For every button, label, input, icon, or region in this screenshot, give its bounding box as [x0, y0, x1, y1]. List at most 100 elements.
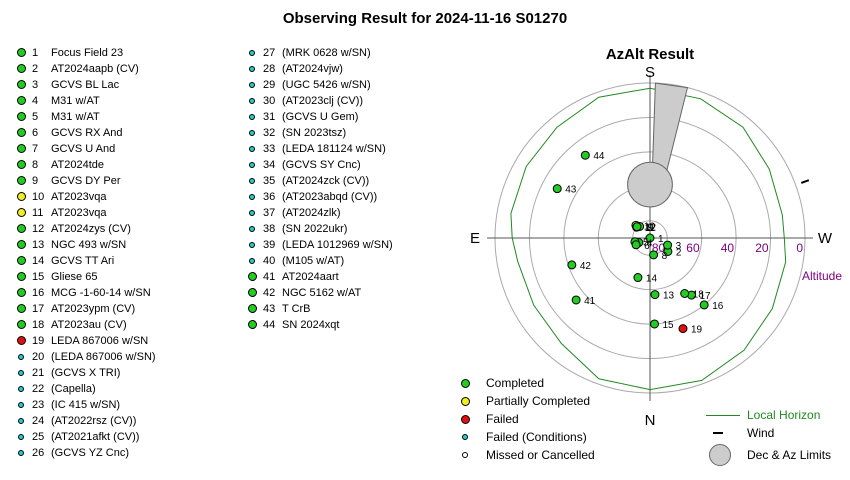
target-number: 13 — [32, 239, 45, 251]
status-dot-icon — [17, 80, 26, 89]
status-dot-icon — [18, 434, 24, 440]
target-name: AT2024tde — [51, 159, 105, 171]
status-dot-icon — [249, 178, 255, 184]
target-name: GCVS U And — [51, 143, 116, 155]
target-point — [632, 222, 642, 232]
legend-dot-icon — [462, 452, 468, 458]
altitude-tick-label: 60 — [686, 241, 700, 255]
target-number: 39 — [263, 239, 276, 251]
target-name: (AT2023abqd (CV)) — [282, 191, 378, 203]
target-row: 15 Gliese 65 — [17, 269, 247, 285]
target-row: 12 AT2024zys (CV) — [17, 221, 247, 237]
target-name: NGC 5162 w/AT — [282, 287, 362, 299]
target-number: 2 — [32, 63, 39, 75]
target-point-label: 12 — [645, 223, 657, 234]
target-point-label: 41 — [584, 296, 596, 307]
target-name: AT2024aapb (CV) — [51, 63, 139, 75]
legend-row: Partially Completed — [461, 392, 681, 410]
status-dot-icon — [17, 224, 26, 233]
target-number: 26 — [32, 447, 45, 459]
target-row: 6 GCVS RX And — [17, 125, 247, 141]
target-number: 31 — [263, 111, 276, 123]
status-dot-icon — [17, 96, 26, 105]
target-point-label: 9 — [648, 222, 654, 233]
target-name: MCG -1-60-14 w/SN — [51, 287, 151, 299]
status-dot-icon — [17, 320, 26, 329]
target-number: 30 — [263, 95, 276, 107]
legend-label: Failed — [486, 412, 519, 426]
target-number: 20 — [32, 351, 45, 363]
target-number: 3 — [32, 79, 39, 91]
status-dot-icon — [17, 160, 26, 169]
target-number: 15 — [32, 271, 45, 283]
status-dot-icon — [249, 194, 255, 200]
target-point — [631, 240, 641, 250]
direction-e-label: E — [470, 230, 480, 247]
target-row: 4 M31 w/AT — [17, 93, 247, 109]
target-name: (LEDA 181124 w/SN) — [282, 143, 386, 155]
target-row: 21 (GCVS X TRI) — [17, 365, 247, 381]
target-row: 31 (GCVS U Gem) — [248, 109, 478, 125]
legend-dot-icon — [461, 397, 470, 406]
target-number: 19 — [32, 335, 45, 347]
local-horizon-line — [510, 87, 787, 391]
target-number: 36 — [263, 191, 276, 203]
target-point-label: 14 — [646, 274, 658, 285]
status-dot-icon — [249, 146, 255, 152]
target-point — [650, 290, 660, 300]
legend-row: Missed or Cancelled — [461, 446, 681, 464]
target-name: NGC 493 w/SN — [51, 239, 127, 251]
target-row: 41 AT2024aart — [248, 269, 478, 285]
target-number: 7 — [32, 143, 39, 155]
target-name: (AT2022rsz (CV)) — [51, 415, 137, 427]
target-point-label: 42 — [580, 261, 592, 272]
target-point-label: 10 — [644, 221, 656, 232]
status-dot-icon — [17, 64, 26, 73]
legend-row: Completed — [461, 374, 681, 392]
target-row: 34 (GCVS SY Cnc) — [248, 157, 478, 173]
altitude-tick-label: 40 — [721, 241, 735, 255]
target-point-label: 15 — [663, 320, 675, 331]
legend-dot-icon — [462, 434, 468, 440]
target-point-label: 6 — [644, 241, 650, 252]
status-dot-icon — [18, 418, 24, 424]
legend-row: Dec & Az Limits — [706, 442, 846, 468]
wind-marker — [800, 179, 810, 184]
status-dot-icon — [248, 320, 257, 329]
wind-icon — [713, 432, 723, 434]
target-name: AT2023vqa — [51, 207, 107, 219]
target-row: 10 AT2023vqa — [17, 189, 247, 205]
legend-row: Local Horizon — [706, 406, 846, 424]
legend-dot-icon — [461, 379, 470, 388]
target-row: 36 (AT2023abqd (CV)) — [248, 189, 478, 205]
target-point-label: 11 — [645, 223, 656, 234]
altitude-tick-label: 0 — [796, 241, 803, 255]
legend-label: Dec & Az Limits — [747, 448, 832, 462]
target-row: 24 (AT2022rsz (CV)) — [17, 413, 247, 429]
target-point-label: 44 — [593, 151, 605, 162]
status-dot-icon — [249, 210, 255, 216]
target-name: AT2024aart — [282, 271, 339, 283]
target-number: 18 — [32, 319, 45, 331]
status-dot-icon — [249, 162, 255, 168]
target-name: AT2023vqa — [51, 191, 107, 203]
legend-row: Failed — [461, 410, 681, 428]
target-number: 10 — [32, 191, 45, 203]
target-point — [650, 319, 660, 329]
target-row: 27 (MRK 0628 w/SN) — [248, 45, 478, 61]
altitude-axis-label: Altitude — [802, 269, 842, 283]
target-point — [645, 233, 655, 243]
target-point-label: 13 — [663, 291, 675, 302]
target-number: 32 — [263, 127, 276, 139]
target-row: 35 (AT2024zck (CV)) — [248, 173, 478, 189]
status-dot-icon — [249, 114, 255, 120]
target-row: 7 GCVS U And — [17, 141, 247, 157]
target-row: 33 (LEDA 181124 w/SN) — [248, 141, 478, 157]
target-number: 40 — [263, 255, 276, 267]
target-point-label: 8 — [662, 251, 668, 262]
target-row: 14 GCVS TT Ari — [17, 253, 247, 269]
target-point-label: 19 — [691, 325, 703, 336]
target-name: GCVS DY Per — [51, 175, 121, 187]
target-number: 21 — [32, 367, 45, 379]
target-number: 34 — [263, 159, 276, 171]
